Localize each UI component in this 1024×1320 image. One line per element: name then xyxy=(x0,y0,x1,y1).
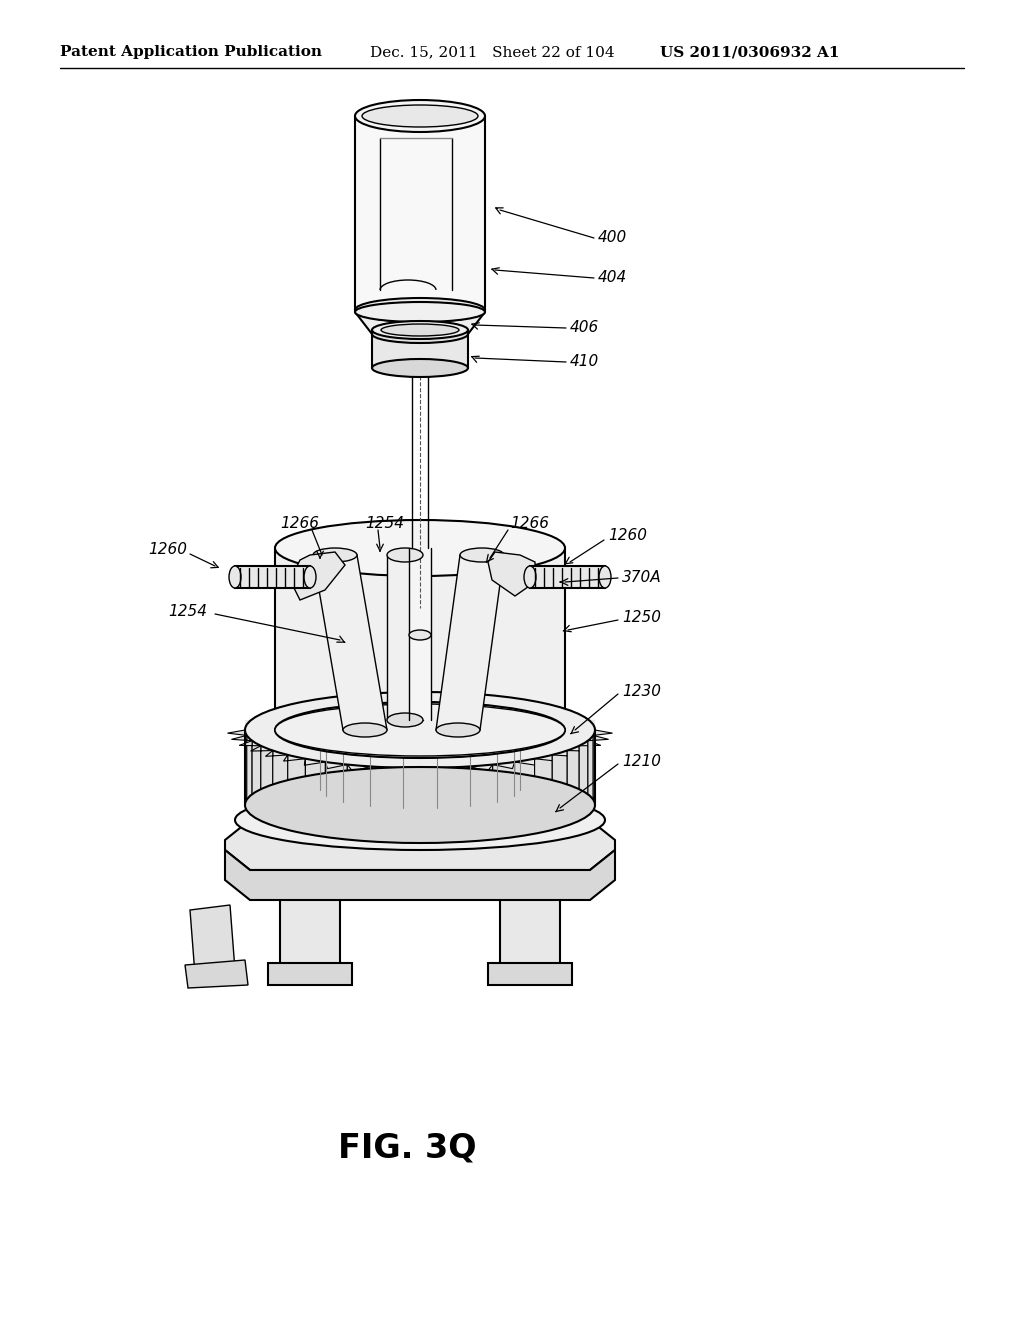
Ellipse shape xyxy=(387,713,423,727)
Text: 1254: 1254 xyxy=(168,605,207,619)
Ellipse shape xyxy=(234,789,605,850)
Ellipse shape xyxy=(599,566,611,587)
Ellipse shape xyxy=(372,325,468,343)
Polygon shape xyxy=(240,741,261,810)
Ellipse shape xyxy=(355,302,485,322)
Bar xyxy=(372,330,468,368)
Polygon shape xyxy=(436,554,504,730)
Polygon shape xyxy=(290,552,345,601)
Polygon shape xyxy=(185,960,248,987)
Ellipse shape xyxy=(355,298,485,322)
Text: 1254: 1254 xyxy=(365,516,404,532)
Polygon shape xyxy=(234,566,310,587)
Bar xyxy=(488,964,572,985)
Text: Dec. 15, 2011   Sheet 22 of 104: Dec. 15, 2011 Sheet 22 of 104 xyxy=(370,45,614,59)
Ellipse shape xyxy=(355,100,485,132)
Text: Patent Application Publication: Patent Application Publication xyxy=(60,45,322,59)
Polygon shape xyxy=(488,552,535,597)
Bar xyxy=(268,964,352,985)
Polygon shape xyxy=(227,730,247,800)
Ellipse shape xyxy=(524,566,536,587)
Polygon shape xyxy=(469,764,493,832)
Polygon shape xyxy=(251,746,272,816)
Polygon shape xyxy=(371,767,395,833)
Bar xyxy=(355,116,485,310)
Polygon shape xyxy=(245,719,595,810)
Polygon shape xyxy=(225,850,615,900)
Polygon shape xyxy=(190,906,234,975)
Ellipse shape xyxy=(362,106,478,127)
Polygon shape xyxy=(493,762,515,829)
Text: 1266: 1266 xyxy=(510,516,549,532)
Ellipse shape xyxy=(275,520,565,576)
Text: 1230: 1230 xyxy=(622,685,662,700)
Polygon shape xyxy=(304,759,326,826)
Text: 1266: 1266 xyxy=(280,516,319,532)
Polygon shape xyxy=(444,767,469,833)
Ellipse shape xyxy=(436,723,480,737)
Text: 1260: 1260 xyxy=(148,543,187,557)
Ellipse shape xyxy=(372,359,468,378)
Text: 1260: 1260 xyxy=(608,528,647,544)
Polygon shape xyxy=(275,548,565,730)
Bar xyxy=(409,548,431,719)
Ellipse shape xyxy=(460,548,504,562)
Polygon shape xyxy=(593,730,612,800)
Polygon shape xyxy=(567,746,590,816)
Ellipse shape xyxy=(275,704,565,756)
Ellipse shape xyxy=(387,548,423,562)
Polygon shape xyxy=(326,762,347,829)
Text: 404: 404 xyxy=(598,271,628,285)
Polygon shape xyxy=(515,759,536,826)
Polygon shape xyxy=(387,554,423,719)
Text: 1210: 1210 xyxy=(622,755,662,770)
Ellipse shape xyxy=(372,321,468,339)
Ellipse shape xyxy=(245,767,595,843)
Text: US 2011/0306932 A1: US 2011/0306932 A1 xyxy=(660,45,840,59)
Polygon shape xyxy=(355,312,485,334)
Polygon shape xyxy=(265,751,288,820)
Text: 406: 406 xyxy=(570,321,599,335)
Text: FIG. 3Q: FIG. 3Q xyxy=(338,1131,476,1164)
Text: 1250: 1250 xyxy=(622,610,662,626)
Ellipse shape xyxy=(275,702,565,758)
Polygon shape xyxy=(552,751,574,820)
Polygon shape xyxy=(395,768,420,833)
Text: 370A: 370A xyxy=(622,570,662,586)
Polygon shape xyxy=(225,820,615,870)
Ellipse shape xyxy=(381,323,459,337)
Ellipse shape xyxy=(343,723,387,737)
Polygon shape xyxy=(588,735,608,805)
Bar xyxy=(500,895,560,975)
Ellipse shape xyxy=(245,692,595,768)
Polygon shape xyxy=(420,768,444,833)
Ellipse shape xyxy=(409,630,431,640)
Polygon shape xyxy=(347,764,371,832)
Text: 410: 410 xyxy=(570,355,599,370)
Polygon shape xyxy=(580,741,601,810)
Ellipse shape xyxy=(313,548,357,562)
Ellipse shape xyxy=(229,566,241,587)
Polygon shape xyxy=(535,755,556,824)
Polygon shape xyxy=(313,554,387,730)
Ellipse shape xyxy=(304,566,316,587)
Polygon shape xyxy=(231,735,252,805)
Bar xyxy=(280,895,340,975)
Polygon shape xyxy=(530,566,605,587)
Text: 400: 400 xyxy=(598,231,628,246)
Polygon shape xyxy=(284,755,305,824)
